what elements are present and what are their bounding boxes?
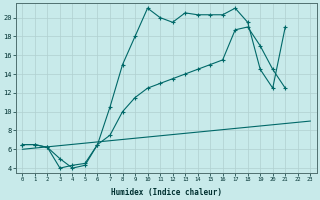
X-axis label: Humidex (Indice chaleur): Humidex (Indice chaleur) — [111, 188, 222, 197]
